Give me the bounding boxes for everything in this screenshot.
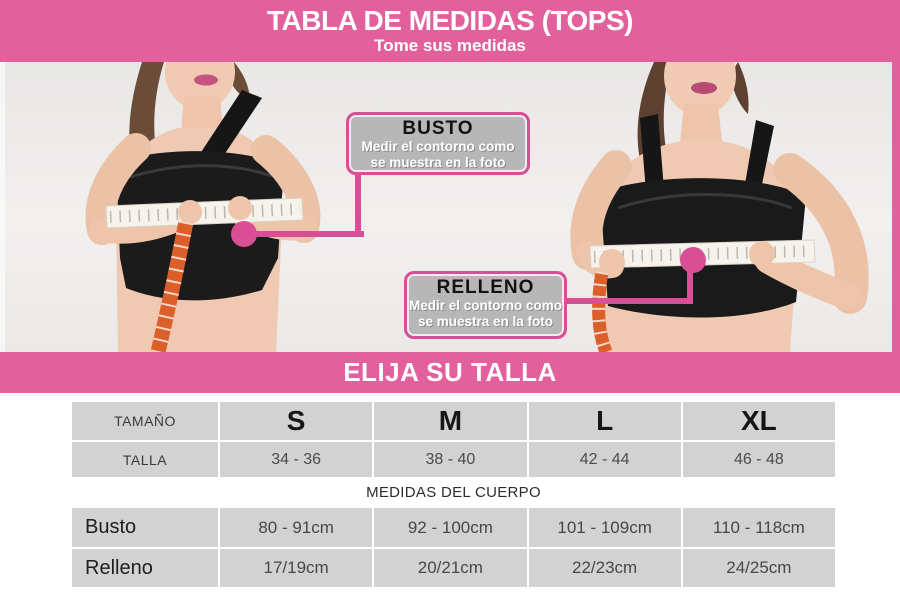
busto-connector-line — [244, 231, 364, 237]
choose-size-banner: ELIJA SU TALLA — [0, 352, 900, 393]
page-title: TABLA DE MEDIDAS (TOPS) — [267, 5, 633, 36]
table-row-talla-label: TALLA — [72, 442, 218, 477]
left-model — [85, 62, 321, 352]
left-model-hand — [178, 200, 202, 224]
table-cell-busto-l: 101 - 109cm — [528, 508, 681, 547]
photo-right-edge-stripe — [892, 62, 900, 352]
relleno-callout-line2: se muestra en la foto — [417, 314, 554, 329]
relleno-callout: RELLENO Medir el contorno como se muestr… — [404, 271, 567, 339]
table-cell-talla-l: 42 - 44 — [528, 442, 681, 477]
relleno-connector-line — [564, 298, 693, 304]
relleno-callout-line1: Medir el contorno como — [408, 298, 562, 313]
right-model-lips — [691, 82, 717, 94]
table-header-tamano: TAMAÑO — [72, 402, 218, 440]
size-table: TAMAÑO S M L XL TALLA 34 - 36 38 - 40 42… — [72, 402, 835, 587]
page-header: TABLA DE MEDIDAS (TOPS) Tome sus medidas — [0, 0, 900, 62]
relleno-connector-line — [687, 258, 693, 304]
table-header-size-xl: XL — [682, 402, 835, 440]
table-cell-relleno-m: 20/21cm — [374, 549, 527, 587]
busto-callout: BUSTO Medir el contorno como se muestra … — [346, 112, 530, 175]
table-cell-busto-s: 80 - 91cm — [220, 508, 373, 547]
table-row-relleno-label: Relleno — [72, 549, 218, 587]
right-model-hand — [599, 249, 625, 275]
left-orange-tape — [150, 220, 194, 352]
left-model-lips — [194, 74, 218, 86]
table-header-size-m: M — [374, 402, 527, 440]
table-header-size-l: L — [528, 402, 681, 440]
busto-connector-line — [355, 172, 361, 237]
measurement-photo-area: BUSTO Medir el contorno como se muestra … — [0, 62, 900, 352]
busto-callout-line2: se muestra en la foto — [370, 155, 506, 170]
table-cell-relleno-l: 22/23cm — [528, 549, 681, 587]
right-model — [570, 62, 869, 352]
table-cell-talla-s: 34 - 36 — [220, 442, 373, 477]
relleno-callout-title: RELLENO — [436, 277, 535, 298]
photo-left-edge — [0, 62, 5, 352]
busto-callout-title: BUSTO — [402, 118, 474, 139]
page-subtitle: Tome sus medidas — [374, 36, 526, 55]
right-model-hand — [749, 241, 775, 267]
table-cell-busto-m: 92 - 100cm — [374, 508, 527, 547]
table-header-size-s: S — [220, 402, 373, 440]
table-cell-busto-xl: 110 - 118cm — [682, 508, 835, 547]
busto-callout-line1: Medir el contorno como — [361, 139, 515, 154]
choose-size-banner-label: ELIJA SU TALLA — [343, 357, 557, 387]
table-section-title: MEDIDAS DEL CUERPO — [72, 479, 835, 506]
right-orange-tape — [592, 270, 613, 352]
table-cell-talla-xl: 46 - 48 — [682, 442, 835, 477]
left-model-hand — [228, 196, 252, 220]
table-row-busto-label: Busto — [72, 508, 218, 547]
table-cell-relleno-s: 17/19cm — [220, 549, 373, 587]
table-cell-talla-m: 38 - 40 — [374, 442, 527, 477]
table-cell-relleno-xl: 24/25cm — [682, 549, 835, 587]
relleno-point-marker — [680, 247, 706, 273]
